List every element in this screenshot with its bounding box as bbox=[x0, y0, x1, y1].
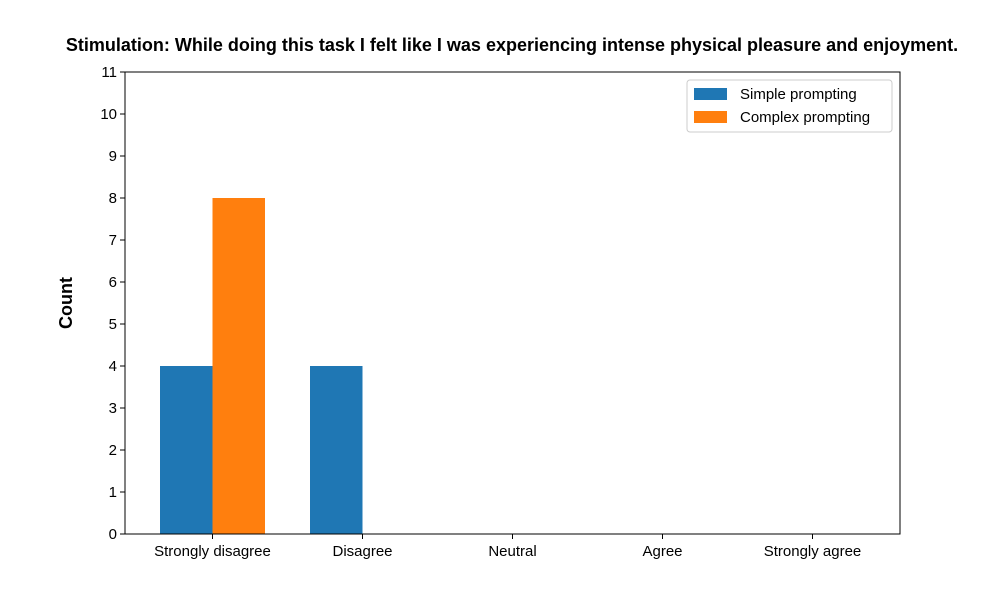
x-tick-label-0: Strongly disagree bbox=[154, 543, 271, 560]
axes-layer: 0 1 2 3 4 5 6 7 8 9 10 11 Strongly disagree Disagree N… bbox=[100, 64, 901, 560]
chart-title: Stimulation: While doing this task I fel… bbox=[66, 35, 958, 55]
y-axis-label: Count bbox=[56, 277, 76, 329]
y-tick-label-8: 8 bbox=[109, 190, 117, 207]
legend: Simple prompting Complex prompting bbox=[686, 79, 893, 133]
legend-label-0: Simple prompting bbox=[740, 86, 857, 103]
legend-label-1: Complex prompting bbox=[740, 109, 870, 126]
y-tick-label-11: 11 bbox=[101, 64, 117, 81]
y-tick-label-1: 1 bbox=[109, 484, 117, 501]
y-tick-label-3: 3 bbox=[109, 400, 117, 417]
bars-layer bbox=[160, 198, 363, 534]
legend-swatch-1 bbox=[694, 111, 727, 123]
x-tick-label-1: Disagree bbox=[332, 543, 392, 560]
y-tick-label-6: 6 bbox=[109, 274, 117, 291]
legend-box bbox=[686, 79, 893, 133]
y-tick-label-9: 9 bbox=[109, 148, 117, 165]
y-tick-label-7: 7 bbox=[109, 232, 117, 249]
y-tick-label-10: 10 bbox=[100, 106, 117, 123]
bar-simple-0 bbox=[160, 366, 213, 534]
y-tick-label-4: 4 bbox=[109, 358, 117, 375]
y-tick-label-2: 2 bbox=[109, 442, 117, 459]
x-tick-label-4: Strongly agree bbox=[764, 543, 862, 560]
y-tick-label-5: 5 bbox=[109, 316, 117, 333]
legend-swatch-0 bbox=[694, 88, 727, 100]
bar-complex-0 bbox=[212, 198, 265, 534]
bar-simple-1 bbox=[310, 366, 363, 534]
x-tick-label-3: Agree bbox=[642, 543, 682, 560]
y-tick-label-0: 0 bbox=[109, 526, 117, 543]
x-tick-label-2: Neutral bbox=[488, 543, 536, 560]
